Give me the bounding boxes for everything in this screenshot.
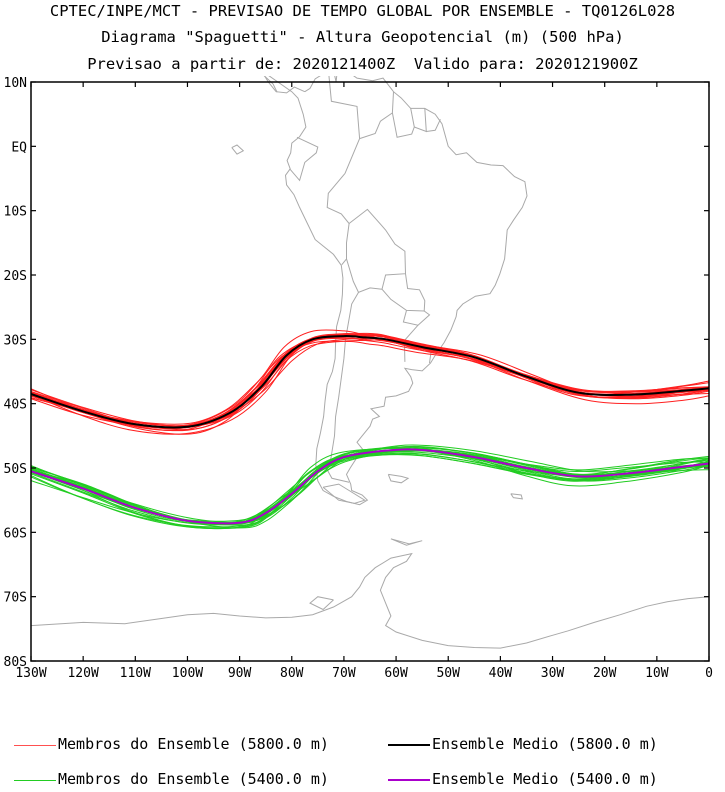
lon-label: 80W — [280, 666, 304, 681]
lon-label: 110W — [120, 666, 151, 681]
antarctica-coast — [30, 552, 710, 649]
lon-label: 70W — [332, 666, 356, 681]
lon-label: 40W — [489, 666, 513, 681]
lat-label: 70S — [4, 591, 27, 606]
lon-label: 60W — [384, 666, 408, 681]
country-border — [289, 136, 319, 182]
country-border — [346, 208, 407, 294]
south-shetland-islands — [390, 538, 423, 546]
lon-label: 100W — [172, 666, 203, 681]
ensemble-member-line — [30, 332, 710, 435]
lat-label: 30S — [4, 333, 27, 348]
legend-swatch-mean-5800 — [388, 744, 430, 746]
lat-label: EQ — [11, 140, 27, 155]
spaghetti-map: 10N EQ 10S 20S 30S 40S 50S 60S 70S 80S 130W 120W 11… — [4, 76, 713, 681]
ensemble-mean-line — [30, 335, 710, 429]
country-border — [359, 91, 394, 140]
latitude-axis: 10N EQ 10S 20S 30S 40S 50S 60S 70S 80S — [4, 76, 709, 670]
legend-label-members-5400: Membros do Ensemble (5400.0 m) — [58, 770, 329, 788]
lon-label: 30W — [541, 666, 565, 681]
longitude-axis: 130W 120W 110W 100W 90W 80W 70W 60W 50W 40W 30W 20W… — [15, 82, 713, 681]
ensemble-mean-layer — [30, 335, 710, 525]
galapagos-islands — [231, 144, 245, 155]
ensemble-mean-line — [30, 448, 710, 525]
map-frame — [30, 81, 710, 662]
legend-label-mean-5400: Ensemble Medio (5400.0 m) — [432, 770, 658, 788]
lon-label: 0 — [705, 666, 713, 681]
lon-label: 90W — [228, 666, 252, 681]
country-border — [426, 119, 441, 132]
ensemble-member-line — [30, 448, 710, 530]
country-border — [391, 108, 415, 138]
lon-label: 20W — [593, 666, 617, 681]
title-line-2: Diagrama "Spaguetti" - Altura Geopotenci… — [101, 28, 624, 46]
legend-swatch-members-5800 — [14, 745, 56, 746]
country-border — [263, 76, 278, 93]
ensemble-member-line — [30, 447, 710, 530]
lat-label: 80S — [4, 655, 27, 670]
title-line-1: CPTEC/INPE/MCT - PREVISAO DE TEMPO GLOBA… — [49, 2, 676, 20]
country-border — [381, 273, 426, 312]
tierra-del-fuego — [322, 483, 367, 504]
lat-label: 40S — [4, 398, 27, 413]
legend-swatch-mean-5400 — [388, 779, 430, 781]
lon-label: 50W — [436, 666, 460, 681]
lat-label: 50S — [4, 462, 27, 477]
title-line-3: Previsao a partir de: 2020121400Z Valido… — [87, 55, 638, 73]
alexander-island — [309, 596, 334, 611]
country-border — [328, 76, 361, 174]
lon-label: 130W — [15, 666, 46, 681]
lon-label: 120W — [67, 666, 98, 681]
lon-label: 10W — [645, 666, 669, 681]
lat-label: 10S — [4, 205, 27, 220]
falkland-islands — [387, 473, 410, 484]
lat-label: 60S — [4, 526, 27, 541]
legend-swatch-members-5400 — [14, 780, 56, 781]
legend-label-members-5800: Membros do Ensemble (5800.0 m) — [58, 735, 329, 753]
lat-label: 10N — [4, 76, 27, 91]
south-georgia — [510, 493, 523, 500]
legend-label-mean-5800: Ensemble Medio (5800.0 m) — [432, 735, 658, 753]
lat-label: 20S — [4, 269, 27, 284]
country-border — [326, 173, 350, 266]
